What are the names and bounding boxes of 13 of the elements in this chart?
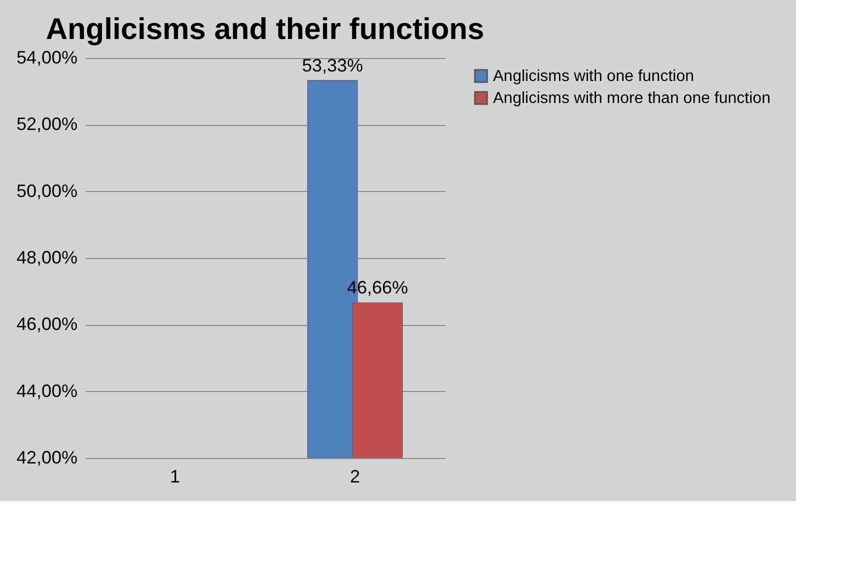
y-tick-label: 42,00% bbox=[16, 448, 78, 468]
y-tick-label: 54,00% bbox=[16, 48, 78, 68]
y-tick-label: 46,00% bbox=[16, 314, 78, 334]
data-label: 53,33% bbox=[302, 55, 364, 76]
chart-title: Anglicisms and their functions bbox=[46, 13, 484, 46]
x-tick-label: 1 bbox=[170, 466, 180, 486]
legend-label: Anglicisms with more than one function bbox=[493, 90, 770, 107]
y-tick-label: 50,00% bbox=[16, 180, 78, 201]
x-tick-label: 2 bbox=[350, 466, 360, 486]
y-tick-label: 52,00% bbox=[16, 114, 78, 134]
y-tick-label: 44,00% bbox=[16, 380, 78, 401]
y-tick-label: 48,00% bbox=[16, 248, 78, 268]
legend-label: Anglicisms with one function bbox=[493, 68, 694, 85]
